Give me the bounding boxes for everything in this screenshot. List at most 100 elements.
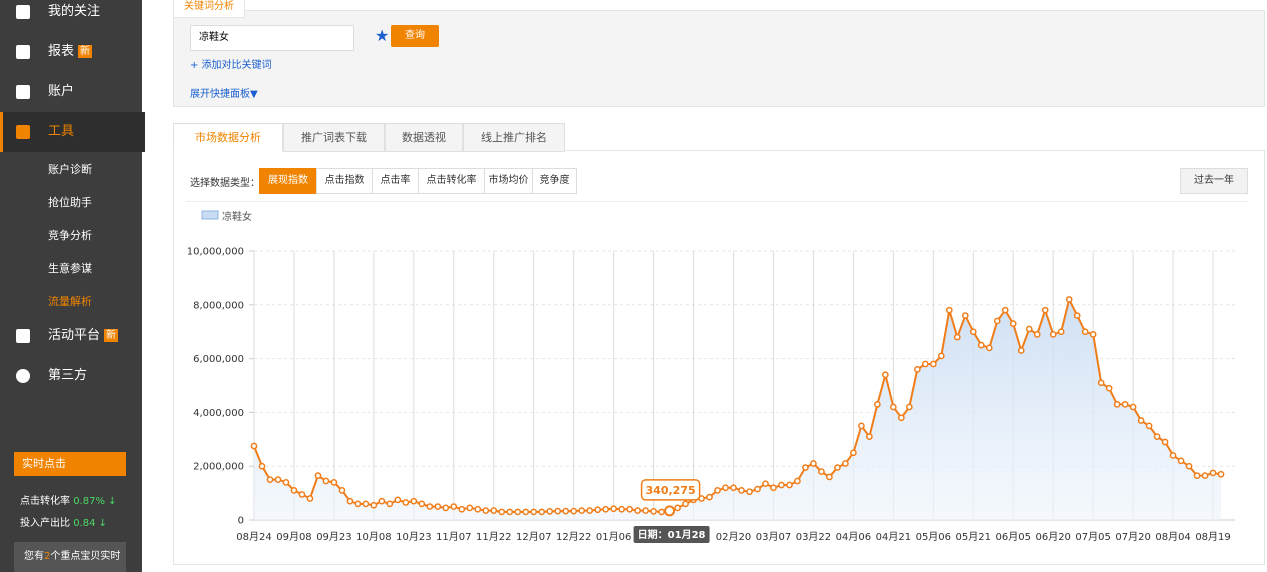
point (1025, 325, 1033, 333)
data-type-option[interactable]: 市场均价 (484, 168, 533, 194)
point (346, 497, 354, 505)
point (642, 507, 649, 514)
range-button[interactable]: 过去一年 (1180, 168, 1248, 194)
point (250, 442, 258, 450)
x-tick-label: 08月24 (236, 531, 271, 543)
point (402, 499, 410, 506)
y-tick-label: 2,000,000 (193, 462, 244, 473)
sub-item[interactable]: 账户诊断 (48, 163, 92, 176)
point (961, 312, 969, 319)
x-tick-label: 04月21 (876, 531, 911, 543)
point (682, 500, 689, 508)
point (722, 484, 729, 492)
point (1097, 379, 1105, 387)
nav-item[interactable]: 报表新 (0, 32, 142, 72)
point (386, 500, 394, 508)
data-type-label: 选择数据类型： (190, 178, 260, 189)
point (322, 477, 330, 485)
point (586, 507, 594, 514)
sub-item[interactable]: 竞争分析 (48, 229, 92, 242)
main: 关键词分析 凉鞋女 ★ 查询 + 添加对比关键词 展开快捷面板▼ 选择数据类型：… (142, 0, 1267, 572)
tab[interactable]: 推广词表下载 (283, 123, 385, 152)
point (378, 497, 386, 505)
add-compare-link[interactable]: + 添加对比关键词 (190, 60, 272, 71)
nav-item[interactable]: 第三方 (0, 356, 142, 396)
data-type-option[interactable]: 点击转化率 (418, 168, 485, 194)
point (738, 487, 745, 494)
tooltip-date-box (633, 526, 710, 543)
sub-item[interactable]: 生意参谋 (48, 262, 92, 275)
note-count: 2 (44, 551, 51, 562)
point (882, 371, 889, 379)
x-tick-label: 02月20 (716, 531, 751, 543)
point (658, 508, 665, 516)
y-tick-label: 0 (238, 516, 244, 527)
point (985, 344, 993, 352)
point (314, 472, 322, 479)
point (810, 460, 817, 467)
note-text: 您有 (24, 551, 44, 562)
tab[interactable]: 线上推广排名 (463, 123, 565, 152)
tab[interactable]: 市场数据分析 (173, 123, 283, 152)
search-button[interactable]: 查询 (391, 25, 439, 47)
search-tab[interactable]: 关键词分析 (173, 0, 245, 18)
point (538, 508, 546, 516)
point (298, 491, 306, 498)
x-tick-label: 10月23 (396, 531, 431, 543)
point (802, 464, 809, 471)
x-tick-label: 06月05 (996, 531, 1031, 543)
data-type-option[interactable]: 竞争度 (532, 168, 577, 194)
point (562, 507, 570, 515)
data-type-option[interactable]: 展现指数 (259, 168, 317, 194)
point (762, 480, 769, 488)
point (266, 476, 274, 483)
sub-item[interactable]: 抢位助手 (48, 196, 92, 209)
sub-item[interactable]: 流量解析 (48, 295, 92, 308)
point (1193, 472, 1201, 479)
point (937, 352, 945, 360)
point (905, 403, 913, 411)
point (834, 464, 841, 471)
sidebar: 我的关注 报表新 账户 工具 账户诊断 抢位助手 竞争分析 生意参谋 流量解析 … (0, 0, 145, 572)
x-tick-label: 12月22 (556, 531, 591, 543)
nav-item[interactable]: 我的关注 (0, 0, 142, 32)
point (274, 476, 282, 483)
point (706, 493, 713, 501)
point (426, 503, 434, 510)
stat-row: 投入产出比 0.84 ↓ (20, 514, 107, 529)
nav-label: 我的关注 (48, 4, 101, 19)
nav-label: 第三方 (48, 368, 88, 383)
y-tick-label: 4,000,000 (193, 408, 244, 419)
point (1161, 438, 1169, 446)
star-icon[interactable]: ★ (375, 26, 390, 45)
point (1121, 400, 1129, 408)
point (953, 333, 961, 341)
point (890, 403, 897, 411)
x-tick-label: 05月06 (916, 531, 951, 543)
point (898, 414, 905, 422)
point (1017, 347, 1025, 354)
chart-panel (173, 150, 1265, 565)
tooltip-value: 340,275 (646, 484, 696, 497)
point (594, 506, 602, 514)
search-input[interactable]: 凉鞋女 (190, 25, 354, 51)
point (282, 478, 290, 486)
data-type-option[interactable]: 点击指数 (316, 168, 373, 194)
point (330, 478, 338, 486)
tab[interactable]: 数据透视 (385, 123, 463, 152)
nav-item[interactable]: 活动平台新 (0, 316, 142, 356)
badge: 新 (78, 45, 93, 58)
nav-item[interactable]: 账户 (0, 72, 142, 112)
point (1177, 457, 1185, 465)
point (874, 400, 881, 408)
point (842, 460, 849, 467)
x-tick-label: 03月07 (756, 531, 791, 543)
point (1113, 400, 1121, 408)
point (506, 508, 514, 516)
point (1217, 470, 1225, 478)
x-tick-label: 11月07 (436, 531, 471, 543)
legend-swatch (201, 210, 219, 220)
nav-item-active[interactable]: 工具 (0, 112, 145, 152)
legend-label: 凉鞋女 (222, 210, 252, 223)
expand-link[interactable]: 展开快捷面板▼ (190, 89, 258, 100)
